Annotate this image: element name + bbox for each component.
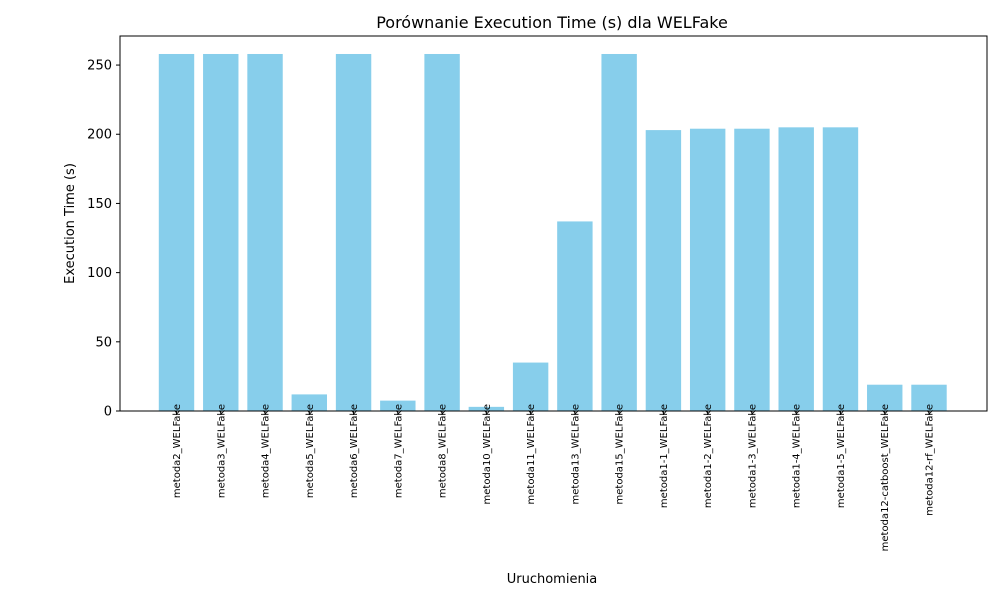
- y-tick-label: 200: [87, 128, 112, 143]
- axes-frame: [119, 35, 988, 412]
- y-axis-label: Execution Time (s): [63, 163, 78, 284]
- x-tick-label: metoda12-catboost_WELFake: [880, 404, 891, 551]
- bar-metoda4_WELFake: [247, 53, 283, 412]
- bar-metoda13_WELFake: [557, 221, 593, 411]
- x-tick-label: metoda1-3_WELFake: [747, 404, 758, 508]
- x-tick-label: metoda13_WELFake: [570, 404, 581, 504]
- bar-metoda5_WELFake: [291, 394, 327, 411]
- bar-metoda2_WELFake: [158, 53, 195, 412]
- x-tick-label: metoda11_WELFake: [526, 404, 537, 504]
- bar-metoda12-rf_WELFake: [911, 384, 947, 411]
- x-tick-label: metoda7_WELFake: [393, 404, 404, 498]
- x-tick-label: metoda5_WELFake: [305, 404, 316, 498]
- x-tick-label: metoda2_WELFake: [172, 404, 183, 498]
- bar-metoda8_WELFake: [424, 53, 460, 412]
- bars-group: [158, 53, 947, 412]
- x-tick-label: metoda1-1_WELFake: [659, 404, 670, 508]
- y-axis-ticks: 0 50 100 150 200 250: [87, 59, 120, 420]
- x-tick-label: metoda15_WELFake: [615, 404, 626, 504]
- chart-title: Porównanie Execution Time (s) dla WELFak…: [376, 13, 728, 32]
- x-tick-label: metoda8_WELFake: [438, 404, 449, 498]
- y-tick-label: 150: [87, 197, 112, 212]
- x-tick-label: metoda4_WELFake: [261, 404, 272, 498]
- bar-metoda6_WELFake: [335, 53, 372, 412]
- x-tick-label: metoda3_WELFake: [216, 404, 227, 498]
- x-tick-label: metoda12-rf_WELFake: [925, 404, 936, 516]
- x-tick-label: metoda6_WELFake: [349, 404, 360, 498]
- x-tick-label: metoda1-2_WELFake: [703, 404, 714, 508]
- x-tick-label: metoda1-4_WELFake: [792, 404, 803, 508]
- bar-metoda1-1_WELFake: [645, 130, 682, 411]
- y-tick-label: 50: [95, 335, 112, 350]
- bar-metoda1-5_WELFake: [822, 127, 859, 411]
- bar-metoda1-2_WELFake: [689, 128, 726, 412]
- bar-metoda12-catboost_WELFake: [867, 384, 903, 411]
- bar-metoda3_WELFake: [203, 53, 239, 412]
- x-tick-label: metoda1-5_WELFake: [836, 404, 847, 508]
- y-tick-label: 0: [104, 405, 112, 420]
- bar-metoda15_WELFake: [601, 53, 637, 412]
- bar-metoda1-3_WELFake: [734, 128, 770, 412]
- x-tick-label: metoda10_WELFake: [482, 404, 493, 504]
- bar-metoda7_WELFake: [380, 400, 416, 411]
- x-axis-label: Uruchomienia: [507, 572, 598, 587]
- bar-metoda10_WELFake: [468, 406, 505, 411]
- bar-metoda1-4_WELFake: [778, 127, 814, 411]
- y-tick-label: 250: [87, 59, 112, 74]
- bar-metoda11_WELFake: [512, 362, 549, 411]
- x-axis-ticks: metoda2_WELFake metoda3_WELFake metoda4_WE…: [172, 404, 936, 551]
- y-tick-label: 100: [87, 266, 112, 281]
